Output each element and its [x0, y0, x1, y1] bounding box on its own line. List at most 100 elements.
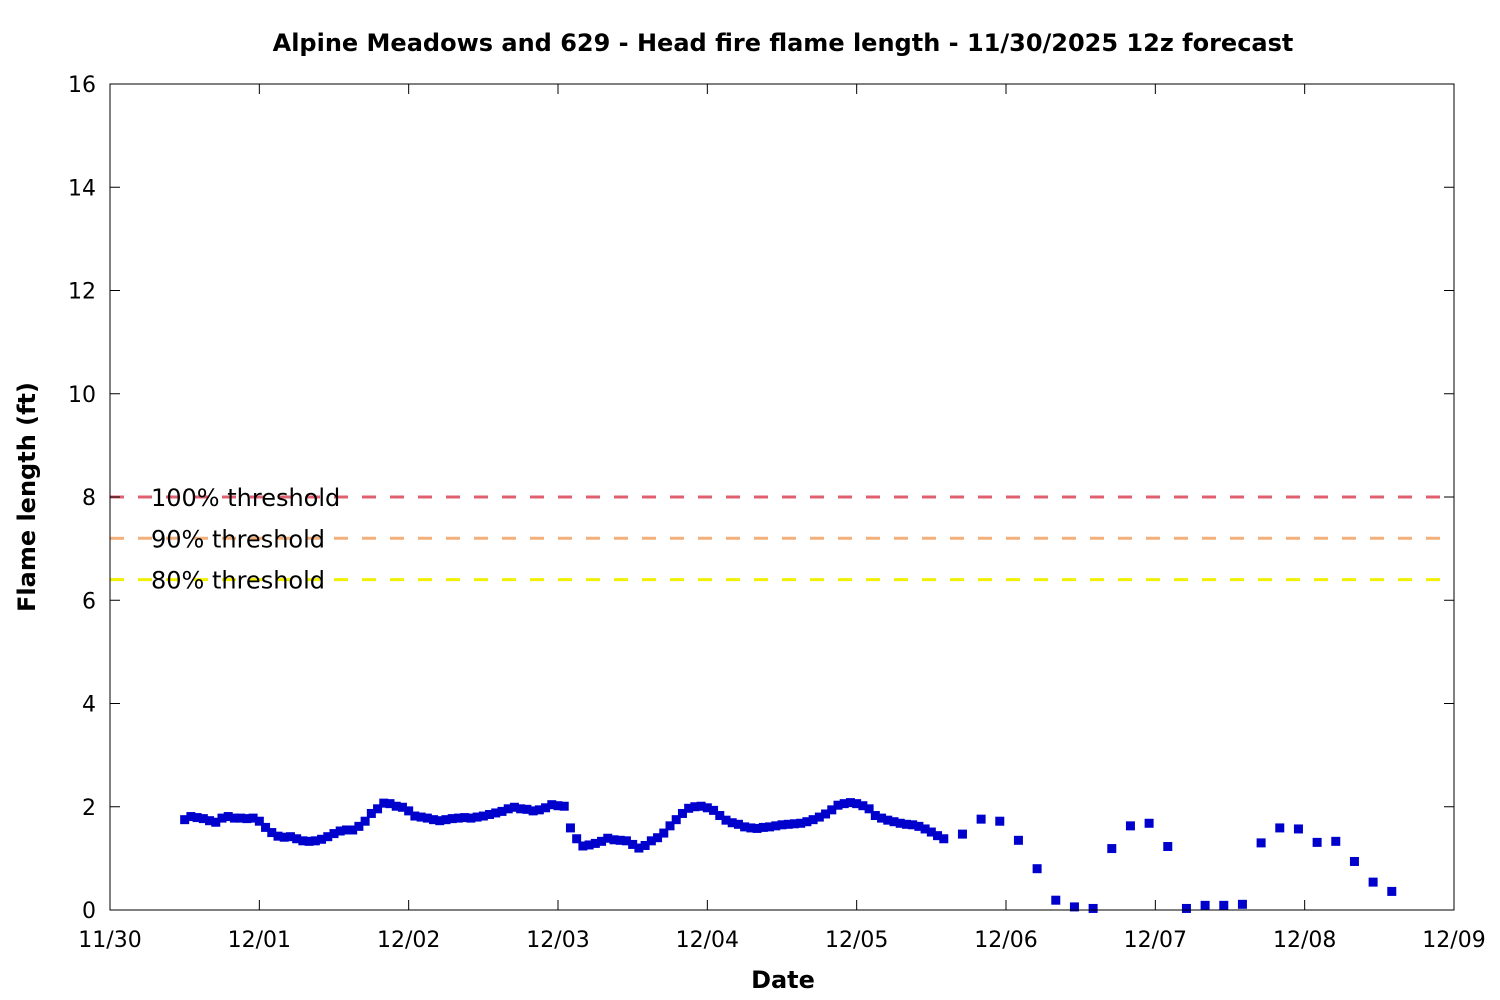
data-point: [733, 819, 743, 829]
data-point: [248, 813, 258, 823]
data-point: [229, 813, 239, 823]
x-tick-label: 12/01: [228, 928, 291, 953]
data-point: [1032, 864, 1042, 874]
data-point: [957, 829, 967, 839]
y-tick-label: 16: [68, 73, 96, 98]
y-tick-label: 12: [68, 280, 96, 305]
data-point: [1051, 895, 1061, 905]
data-point: [509, 802, 519, 812]
data-point: [335, 826, 345, 836]
x-axis-label: Date: [751, 966, 815, 994]
data-point: [273, 831, 283, 841]
data-point: [379, 798, 389, 808]
data-point: [298, 836, 308, 846]
data-point: [653, 833, 663, 843]
data-point: [771, 821, 781, 831]
threshold-label: 100% threshold: [151, 484, 340, 512]
data-point: [671, 815, 681, 825]
data-point: [684, 803, 694, 813]
data-point: [901, 819, 911, 829]
data-point: [453, 813, 463, 823]
y-tick-label: 10: [68, 383, 96, 408]
data-point: [565, 823, 575, 833]
threshold-label: 90% threshold: [151, 525, 325, 553]
x-tick-label: 12/09: [1422, 928, 1485, 953]
y-axis-label: Flame length (ft): [13, 382, 41, 612]
data-point: [746, 823, 756, 833]
data-point: [304, 836, 314, 846]
data-point: [721, 815, 731, 825]
data-point: [397, 802, 407, 812]
data-point: [646, 836, 656, 846]
data-point: [715, 811, 725, 821]
data-point: [765, 822, 775, 832]
data-point: [914, 821, 924, 831]
data-point: [1088, 903, 1098, 913]
data-point: [559, 801, 569, 811]
data-point: [1125, 821, 1135, 831]
data-point: [422, 813, 432, 823]
data-point: [292, 834, 302, 844]
data-point: [609, 835, 619, 845]
data-point: [310, 836, 320, 846]
data-point: [783, 819, 793, 829]
data-point: [628, 839, 638, 849]
data-point: [665, 821, 675, 831]
data-point: [572, 834, 582, 844]
data-point: [845, 798, 855, 808]
data-point: [522, 804, 532, 814]
data-point: [883, 815, 893, 825]
data-point: [740, 822, 750, 832]
data-point: [553, 801, 563, 811]
data-point: [920, 824, 930, 834]
threshold-lines: 100% threshold 90% threshold 80% threshold: [110, 484, 1454, 595]
data-point: [1312, 837, 1322, 847]
x-tick-label: 12/05: [825, 928, 888, 953]
axis-ticks: 0 2 4 6 8 10 12 14 16 11/30 12/01 12/02 12/03 12/04 12…: [68, 73, 1486, 953]
data-point: [995, 816, 1005, 826]
data-point: [858, 801, 868, 811]
data-point: [1387, 886, 1397, 896]
data-point: [926, 827, 936, 837]
data-point: [796, 818, 806, 828]
plot-frame: [109, 83, 1455, 911]
data-point: [410, 811, 420, 821]
data-point: [341, 825, 351, 835]
data-point: [1275, 823, 1285, 833]
data-point: [696, 801, 706, 811]
data-point: [777, 820, 787, 830]
data-point: [877, 813, 887, 823]
data-point: [839, 799, 849, 809]
data-point: [1256, 838, 1266, 848]
x-tick-label: 12/03: [526, 928, 589, 953]
data-point: [939, 834, 949, 844]
y-tick-label: 6: [82, 589, 96, 614]
data-point: [211, 817, 221, 827]
data-point: [485, 809, 495, 819]
data-point: [360, 816, 370, 826]
data-point: [1293, 824, 1303, 834]
data-point: [870, 811, 880, 821]
data-point: [285, 832, 295, 842]
data-point: [472, 812, 482, 822]
data-point: [373, 804, 383, 814]
data-points: [180, 798, 1397, 913]
data-point: [1069, 902, 1079, 912]
data-point: [180, 815, 190, 825]
data-point: [435, 816, 445, 826]
data-point: [578, 841, 588, 851]
x-tick-label: 11/30: [78, 928, 141, 953]
data-point: [659, 828, 669, 838]
data-point: [404, 806, 414, 816]
data-point: [534, 805, 544, 815]
data-point: [1200, 900, 1210, 910]
data-point: [1144, 818, 1154, 828]
data-point: [1349, 856, 1359, 866]
data-point: [466, 813, 476, 823]
data-point: [895, 818, 905, 828]
data-point: [186, 812, 196, 822]
data-point: [329, 829, 339, 839]
data-point: [1237, 899, 1247, 909]
data-point: [503, 804, 513, 814]
data-point: [808, 815, 818, 825]
